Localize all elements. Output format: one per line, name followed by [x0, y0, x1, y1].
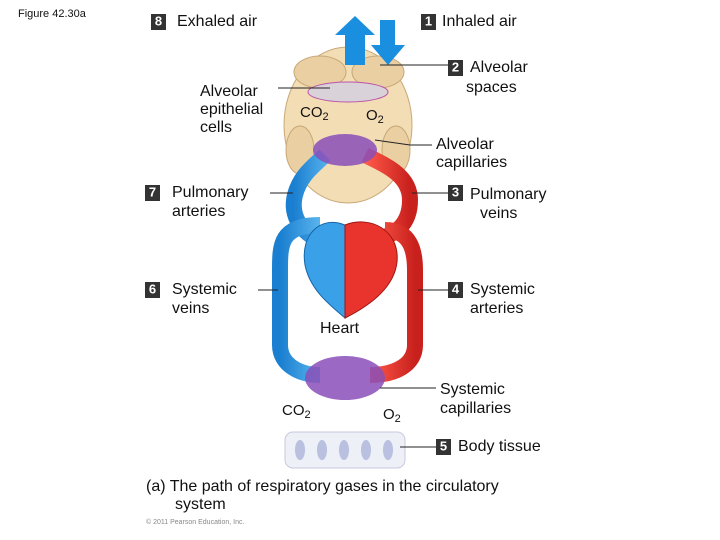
caption: (a) The path of respiratory gases in the…	[146, 478, 499, 495]
step-badge	[436, 439, 451, 455]
step-label: Systemic	[172, 281, 237, 298]
step-badge	[421, 14, 436, 30]
step-number: 2	[452, 59, 459, 74]
caption: system	[175, 496, 226, 513]
alveolar-capillary-bed	[313, 134, 377, 166]
step-badge	[151, 14, 166, 30]
step-label: spaces	[466, 79, 517, 96]
label: epithelial	[200, 101, 263, 118]
step-badge	[145, 185, 160, 201]
label: Alveolar	[200, 83, 258, 100]
step-number: 8	[155, 13, 162, 28]
step-label: arteries	[172, 203, 225, 220]
step-badge	[145, 282, 160, 298]
step-label: arteries	[470, 300, 523, 317]
gas-label: O2	[383, 406, 401, 425]
step-number: 5	[440, 438, 447, 453]
step-number: 4	[452, 281, 460, 296]
step-number: 7	[149, 184, 156, 199]
step-label: veins	[480, 205, 517, 222]
systemic-vessels	[272, 217, 423, 383]
label: Alveolar	[436, 136, 494, 153]
figure-label: Figure 42.30a	[18, 8, 87, 20]
label: Systemic	[440, 381, 505, 398]
step-label: veins	[172, 300, 209, 317]
gas-label: CO2	[300, 104, 329, 123]
step-badge	[448, 282, 463, 298]
step-badge	[448, 60, 463, 76]
step-label: Exhaled air	[177, 13, 258, 30]
step-badge	[448, 185, 463, 201]
label: Heart	[320, 320, 360, 337]
step-label: Pulmonary	[172, 184, 248, 201]
step-label: Inhaled air	[442, 13, 517, 30]
body-tissue	[284, 431, 406, 469]
heart	[303, 221, 398, 320]
label: capillaries	[436, 154, 507, 171]
systemic-capillary-bed	[305, 356, 385, 400]
step-number: 6	[149, 281, 156, 296]
airflow-arrows	[335, 16, 405, 65]
gas-labels: CO2 O2 CO2 O2	[282, 104, 401, 425]
step-label: Systemic	[470, 281, 535, 298]
step-label: Alveolar	[470, 59, 528, 76]
step-number: 3	[452, 184, 459, 199]
leader-lines	[258, 64, 448, 448]
copyright: © 2011 Pearson Education, Inc.	[146, 518, 244, 526]
step-label: Body tissue	[458, 438, 541, 455]
gas-label: CO2	[282, 402, 311, 421]
structure-labels: Alveolar epithelial cells Alveolar capil…	[200, 83, 511, 417]
step-labels: 8 Exhaled air 1 Inhaled air 2 Alveolar s…	[145, 13, 546, 455]
step-label: Pulmonary	[470, 186, 546, 203]
step-number: 1	[425, 13, 432, 28]
label: capillaries	[440, 400, 511, 417]
gas-label: O2	[366, 107, 384, 126]
label: cells	[200, 119, 232, 136]
